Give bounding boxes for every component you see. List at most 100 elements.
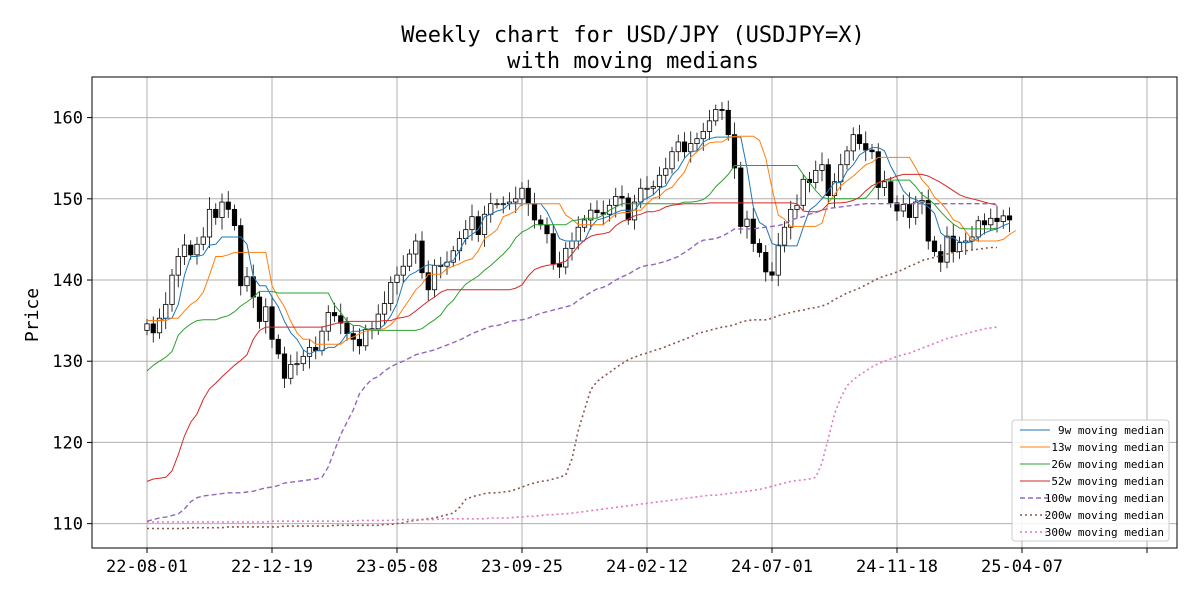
candle-down bbox=[550, 233, 556, 265]
legend-label: 100w moving median bbox=[1045, 492, 1164, 505]
candle-down bbox=[719, 109, 725, 111]
candle-up bbox=[675, 141, 681, 153]
candle-up bbox=[794, 204, 800, 210]
candle-up bbox=[288, 364, 294, 379]
candle-up bbox=[650, 186, 656, 189]
legend-label: 300w moving median bbox=[1045, 526, 1164, 539]
candle-down bbox=[425, 272, 431, 291]
y-tick-label: 130 bbox=[52, 352, 83, 372]
candle-up bbox=[306, 347, 313, 357]
candle-up bbox=[644, 187, 650, 190]
candle-up bbox=[563, 247, 569, 268]
x-tick-label: 22-08-01 bbox=[106, 557, 188, 577]
chart-subtitle: with moving medians bbox=[507, 49, 759, 74]
series-line-200w bbox=[147, 246, 997, 530]
candle-down bbox=[250, 276, 256, 298]
candle-down bbox=[763, 252, 769, 273]
candle-up bbox=[263, 306, 269, 322]
candle-down bbox=[681, 141, 688, 153]
candle-down bbox=[825, 164, 831, 196]
candle-up bbox=[156, 317, 163, 334]
candle-down bbox=[338, 315, 344, 324]
candle-up bbox=[175, 256, 181, 276]
candle-down bbox=[863, 143, 869, 151]
candle-down bbox=[738, 167, 744, 227]
candle-down bbox=[769, 271, 775, 276]
candle-up bbox=[431, 264, 438, 291]
candle-up bbox=[613, 195, 619, 206]
candle-down bbox=[313, 347, 319, 352]
candle-up bbox=[688, 143, 694, 153]
moving-median-lines bbox=[146, 135, 1017, 530]
candle-up bbox=[200, 236, 206, 245]
candle-up bbox=[656, 174, 663, 188]
candle-down bbox=[625, 197, 631, 221]
x-tick-label: 22-12-19 bbox=[231, 557, 313, 577]
candle-up bbox=[669, 151, 675, 170]
candle-down bbox=[756, 243, 763, 253]
candle-down bbox=[544, 224, 550, 235]
y-tick-label: 120 bbox=[52, 433, 83, 453]
candle-down bbox=[256, 296, 263, 322]
x-tick-label: 23-09-25 bbox=[481, 557, 563, 577]
candle-down bbox=[594, 209, 600, 214]
candle-down bbox=[231, 208, 238, 227]
series-line-9w bbox=[147, 136, 1010, 355]
legend-label: 52w moving median bbox=[1051, 475, 1164, 488]
x-tick-label: 23-05-08 bbox=[356, 557, 438, 577]
candle-up bbox=[194, 243, 200, 256]
candle-up bbox=[819, 164, 825, 171]
candle-down bbox=[188, 244, 194, 256]
candle-up bbox=[456, 238, 463, 252]
y-axis-label: Price bbox=[22, 288, 43, 342]
candle-down bbox=[981, 220, 988, 226]
candle-down bbox=[281, 353, 288, 379]
candle-up bbox=[500, 203, 506, 206]
candle-down bbox=[856, 134, 863, 144]
candle-down bbox=[269, 306, 275, 340]
candle-down bbox=[950, 235, 956, 252]
series-line-100w bbox=[146, 202, 997, 522]
candle-up bbox=[781, 226, 788, 246]
candle-up bbox=[219, 201, 225, 218]
x-tick-label: 24-02-12 bbox=[606, 557, 688, 577]
candle-up bbox=[206, 208, 213, 238]
candle-down bbox=[725, 109, 731, 136]
candle-down bbox=[531, 203, 538, 221]
candle-down bbox=[931, 240, 938, 252]
candle-up bbox=[800, 178, 806, 206]
candle-up bbox=[469, 216, 475, 231]
series-line-13w bbox=[147, 135, 1017, 345]
x-tick-label: 24-11-18 bbox=[856, 557, 938, 577]
candle-up bbox=[363, 329, 369, 347]
candle-down bbox=[344, 322, 350, 335]
candle-up bbox=[844, 150, 850, 166]
candle-up bbox=[394, 274, 400, 283]
candle-up bbox=[706, 120, 713, 132]
candle-up bbox=[381, 303, 388, 315]
plot-frame bbox=[91, 76, 1178, 549]
candle-up bbox=[813, 169, 819, 183]
x-tick-label: 24-07-01 bbox=[731, 557, 813, 577]
candle-up bbox=[513, 198, 519, 203]
candle-up bbox=[850, 134, 856, 152]
series-line-52w bbox=[146, 173, 998, 482]
y-tick-label: 140 bbox=[52, 271, 83, 291]
candle-down bbox=[750, 218, 756, 244]
candle-up bbox=[406, 253, 413, 267]
candle-up bbox=[144, 323, 150, 331]
candlesticks bbox=[144, 100, 1013, 389]
candle-down bbox=[938, 251, 944, 263]
candle-up bbox=[1000, 215, 1006, 222]
candle-down bbox=[556, 263, 563, 268]
candle-down bbox=[238, 225, 244, 287]
candle-up bbox=[588, 209, 594, 221]
y-tick-label: 150 bbox=[52, 190, 83, 210]
candle-down bbox=[525, 187, 531, 205]
candle-up bbox=[181, 244, 188, 257]
series-line-300w bbox=[147, 326, 998, 523]
candle-up bbox=[413, 240, 419, 255]
candle-up bbox=[244, 276, 250, 287]
candle-up bbox=[788, 208, 794, 228]
candle-down bbox=[894, 202, 900, 212]
